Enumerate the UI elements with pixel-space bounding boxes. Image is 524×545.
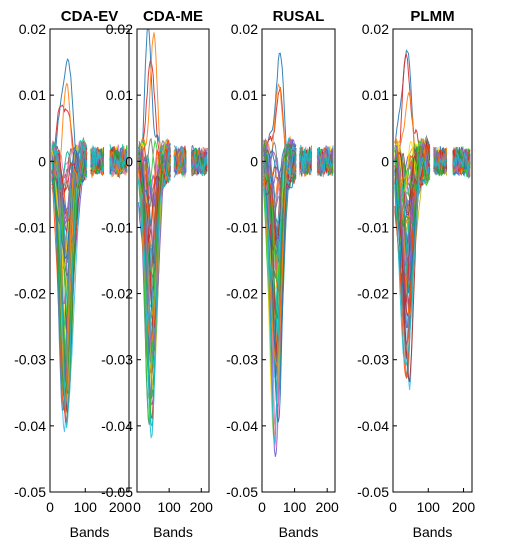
y-tick-label: -0.04	[101, 418, 133, 434]
panel-title: CDA-ME	[143, 8, 203, 25]
y-tick-label: 0	[125, 153, 133, 169]
axes-frame	[136, 28, 210, 493]
y-tick-label: 0.02	[362, 21, 389, 37]
y-tick-label: -0.03	[101, 352, 133, 368]
x-tick-label: 0	[133, 499, 141, 515]
panel-rusal: 0.020.010-0.01-0.02-0.03-0.04-0.050 100 20…	[226, 8, 339, 540]
y-tick-label: -0.03	[357, 352, 389, 368]
series-line	[138, 147, 208, 440]
x-tick-label: 200	[109, 499, 133, 515]
x-tick-label: 200	[452, 499, 476, 515]
x-tick-label: 200	[190, 499, 214, 515]
y-tick-label: -0.05	[14, 484, 46, 500]
y-tick-label: -0.04	[14, 418, 46, 434]
y-tick-label: 0	[381, 153, 389, 169]
y-tick-label: -0.01	[14, 219, 46, 235]
series-line	[394, 152, 471, 366]
x-axis-label: Bands	[153, 524, 193, 540]
curve-group	[138, 29, 208, 440]
y-tick-label: -0.02	[101, 286, 133, 302]
x-tick-label: 0	[389, 499, 397, 515]
y-tick-label: -0.04	[226, 418, 258, 434]
panel-title: CDA-EV	[61, 8, 119, 25]
x-axis-label: Bands	[413, 524, 453, 540]
panel-plmm: 0.020.010-0.01-0.02-0.03-0.04-0.050 100 20…	[357, 8, 475, 540]
y-tick-label: 0	[38, 153, 46, 169]
y-tick-label: -0.01	[226, 219, 258, 235]
y-tick-label: 0	[250, 153, 258, 169]
x-tick-label: 100	[283, 499, 307, 515]
series-line	[51, 145, 128, 428]
axes-frame	[49, 28, 130, 493]
y-tick-label: -0.05	[226, 484, 258, 500]
y-tick-label: 0.01	[231, 87, 258, 103]
y-tick-label: -0.01	[357, 219, 389, 235]
y-tick-label: 0.01	[19, 87, 46, 103]
panel-title: PLMM	[410, 8, 454, 25]
axes-frame	[392, 28, 473, 493]
y-tick-label: -0.04	[357, 418, 389, 434]
axes-frame	[261, 28, 336, 493]
x-tick-label: 0	[258, 499, 266, 515]
x-axis-label: Bands	[279, 524, 319, 540]
y-tick-label: 0.01	[106, 87, 133, 103]
y-tick-label: 0.02	[19, 21, 46, 37]
curve-group	[394, 49, 471, 390]
panel-cda-me: 0.020.010-0.01-0.02-0.03-0.04-0.050 100 20…	[101, 8, 213, 540]
panel-cda-ev: 0.020.010-0.01-0.02-0.03-0.04-0.050 100 20…	[14, 8, 132, 540]
y-tick-label: 0.01	[362, 87, 389, 103]
y-tick-label: -0.05	[357, 484, 389, 500]
series-line	[394, 140, 471, 266]
x-tick-label: 100	[417, 499, 441, 515]
y-tick-label: 0.02	[231, 21, 258, 37]
curve-group	[51, 58, 128, 433]
x-tick-label: 100	[74, 499, 98, 515]
x-axis-label: Bands	[70, 524, 110, 540]
y-tick-label: 0.02	[106, 21, 133, 37]
x-tick-label: 0	[46, 499, 54, 515]
y-tick-label: -0.01	[101, 219, 133, 235]
curve-group	[263, 52, 334, 457]
x-tick-label: 200	[315, 499, 339, 515]
y-tick-label: -0.02	[14, 286, 46, 302]
y-tick-label: -0.03	[226, 352, 258, 368]
y-tick-label: -0.03	[14, 352, 46, 368]
y-tick-label: -0.05	[101, 484, 133, 500]
y-tick-label: -0.02	[357, 286, 389, 302]
y-tick-label: -0.02	[226, 286, 258, 302]
x-tick-label: 100	[157, 499, 181, 515]
panel-title: RUSAL	[273, 8, 325, 25]
series-line	[51, 142, 128, 224]
series-line	[263, 146, 334, 444]
